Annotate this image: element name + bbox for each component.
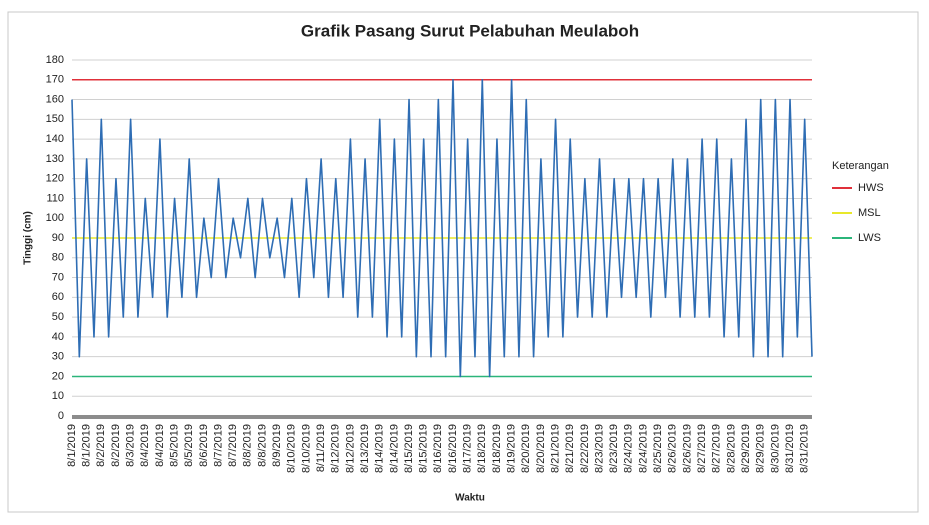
x-tick-label: 8/7/2019: [227, 424, 239, 467]
x-tick-label: 8/28/2019: [725, 424, 737, 473]
x-tick-label: 8/15/2019: [403, 424, 415, 473]
y-tick-label: 0: [58, 410, 64, 422]
y-tick-label: 10: [52, 390, 64, 402]
legend-label: MSL: [858, 207, 881, 219]
x-tick-label: 8/14/2019: [388, 424, 400, 473]
legend-label: LWS: [858, 232, 881, 244]
x-tick-label: 8/31/2019: [799, 424, 811, 473]
x-tick-label: 8/16/2019: [447, 424, 459, 473]
x-tick-label: 8/31/2019: [784, 424, 796, 473]
x-tick-label: 8/5/2019: [183, 424, 195, 467]
x-tick-label: 8/2/2019: [95, 424, 107, 467]
x-tick-label: 8/18/2019: [476, 424, 488, 473]
x-tick-label: 8/26/2019: [667, 424, 679, 473]
x-tick-label: 8/17/2019: [462, 424, 474, 473]
x-tick-label: 8/11/2019: [315, 424, 327, 472]
x-tick-label: 8/26/2019: [681, 424, 693, 473]
x-tick-label: 8/30/2019: [769, 424, 781, 473]
x-axis: [72, 415, 812, 419]
x-tick-label: 8/20/2019: [520, 424, 532, 473]
x-tick-label: 8/2/2019: [110, 424, 122, 467]
x-tick-label: 8/5/2019: [168, 424, 180, 467]
x-tick-label: 8/23/2019: [608, 424, 620, 473]
x-tick-label: 8/7/2019: [212, 424, 224, 467]
x-tick-label: 8/19/2019: [506, 424, 518, 473]
x-tick-label: 8/1/2019: [81, 424, 93, 467]
x-tick-label: 8/9/2019: [271, 424, 283, 467]
x-tick-label: 8/27/2019: [696, 424, 708, 473]
x-tick-label: 8/12/2019: [330, 424, 342, 473]
y-tick-label: 110: [46, 192, 64, 204]
x-tick-label: 8/14/2019: [374, 424, 386, 473]
y-tick-label: 160: [46, 93, 64, 105]
y-tick-label: 180: [46, 54, 64, 66]
legend-label: HWS: [858, 182, 884, 194]
x-tick-label: 8/12/2019: [344, 424, 356, 473]
chart-title: Grafik Pasang Surut Pelabuhan Meulaboh: [301, 21, 639, 40]
x-tick-label: 8/27/2019: [711, 424, 723, 473]
data-line: [71, 78, 813, 378]
x-tick-label: 8/24/2019: [637, 424, 649, 473]
y-tick-label: 130: [46, 153, 64, 165]
y-tick-label: 150: [46, 113, 64, 125]
x-tick-label: 8/29/2019: [740, 424, 752, 473]
x-tick-label: 8/1/2019: [66, 424, 78, 467]
x-tick-label: 8/21/2019: [564, 424, 576, 473]
x-tick-label: 8/23/2019: [593, 424, 605, 473]
x-tick-label: 8/4/2019: [154, 424, 166, 467]
x-tick-label: 8/21/2019: [549, 424, 561, 473]
y-tick-label: 70: [52, 271, 64, 283]
legend-title: Keterangan: [832, 160, 889, 172]
x-tick-label: 8/6/2019: [198, 424, 210, 467]
x-tick-label: 8/13/2019: [359, 424, 371, 473]
y-tick-label: 170: [46, 74, 64, 86]
y-tick-label: 30: [52, 351, 64, 363]
x-tick-label: 8/10/2019: [286, 424, 298, 473]
y-tick-label: 140: [46, 133, 64, 145]
y-axis-title: Tinggi (cm): [23, 211, 34, 265]
x-tick-label: 8/24/2019: [623, 424, 635, 473]
y-tick-label: 40: [52, 331, 64, 343]
y-tick-label: 90: [52, 232, 64, 244]
y-tick-label: 80: [52, 252, 64, 264]
y-tick-label: 100: [46, 212, 64, 224]
x-tick-label: 8/29/2019: [755, 424, 767, 473]
chart-frame: [7, 11, 919, 513]
x-tick-label: 8/25/2019: [652, 424, 664, 473]
x-tick-label: 8/4/2019: [139, 424, 151, 467]
y-tick-label: 20: [52, 370, 64, 382]
x-tick-label: 8/18/2019: [491, 424, 503, 473]
x-axis-title: Waktu: [455, 493, 485, 504]
x-tick-label: 8/22/2019: [579, 424, 591, 473]
y-tick-label: 120: [46, 173, 64, 185]
x-tick-label: 8/20/2019: [535, 424, 547, 473]
y-tick-label: 60: [52, 291, 64, 303]
x-tick-label: 8/10/2019: [300, 424, 312, 473]
x-tick-label: 8/15/2019: [418, 424, 430, 473]
y-tick-label: 50: [52, 311, 64, 323]
x-tick-label: 8/3/2019: [125, 424, 137, 467]
x-tick-label: 8/8/2019: [242, 424, 254, 467]
x-tick-label: 8/16/2019: [432, 424, 444, 473]
x-tick-label: 8/8/2019: [256, 424, 268, 467]
